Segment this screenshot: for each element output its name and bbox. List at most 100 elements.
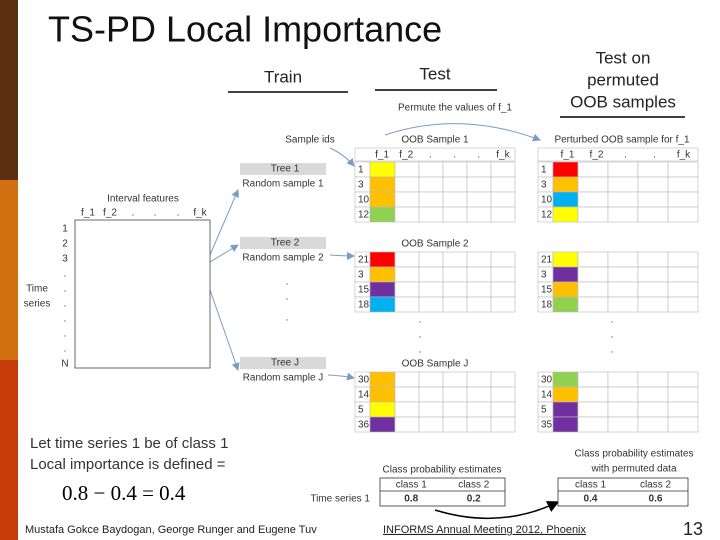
cell: [394, 281, 420, 298]
cell: [442, 371, 468, 388]
sample-id: 30: [541, 375, 553, 386]
cell: [418, 266, 444, 283]
prob-table: [557, 477, 689, 507]
feature-header: f_k: [193, 208, 207, 219]
cell: [607, 161, 639, 178]
tree-box: [240, 237, 326, 249]
cell: [577, 281, 609, 298]
cell: [394, 386, 420, 403]
row-label: .: [64, 314, 67, 325]
body-text: Local importance is defined =: [30, 456, 226, 473]
cell: [418, 161, 444, 178]
cell: [577, 401, 609, 418]
cell: [552, 371, 579, 388]
cell: [369, 161, 396, 178]
cell: [637, 401, 669, 418]
row-label: .: [64, 329, 67, 340]
sample-id: 14: [541, 390, 553, 401]
cell: [466, 176, 492, 193]
cell: [637, 416, 669, 433]
label: Time: [26, 284, 48, 295]
table-header: .: [429, 150, 432, 161]
row-label: .: [64, 299, 67, 310]
footer-venue: INFORMS Annual Meeting 2012, Phoenix: [383, 524, 587, 536]
side-band: [0, 180, 18, 360]
row-label: 1: [62, 224, 68, 235]
cell: [418, 296, 444, 313]
cell: [490, 266, 516, 283]
cell: [369, 386, 396, 403]
cell: [552, 206, 579, 223]
cell: [552, 296, 579, 313]
footer-authors: Mustafa Gokce Baydogan, George Runger an…: [25, 524, 317, 536]
data-matrix: [74, 219, 211, 369]
prob-title: with permuted data: [590, 464, 676, 475]
cell: [394, 371, 420, 388]
table-header: f_2: [590, 150, 604, 161]
table-header: f_2: [399, 150, 413, 161]
cell: [667, 161, 699, 178]
cell: [552, 266, 579, 283]
cell: [466, 296, 492, 313]
tree-label: Tree 1: [271, 164, 300, 175]
cell: [577, 191, 609, 208]
sample-id: 30: [358, 375, 370, 386]
prob-table: [379, 477, 506, 507]
cell: [667, 251, 699, 268]
cell: [418, 416, 444, 433]
cell: [369, 371, 396, 388]
cell: [552, 386, 579, 403]
sample-id: 21: [541, 255, 553, 266]
cell: [369, 281, 396, 298]
cell: [369, 176, 396, 193]
cell: [667, 296, 699, 313]
cell: [552, 251, 579, 268]
cell: [490, 191, 516, 208]
cell: [552, 416, 579, 433]
cell: [394, 401, 420, 418]
row-label: Time series 1: [310, 494, 370, 505]
table-label: Perturbed OOB sample for f_1: [554, 135, 690, 146]
cell: [442, 296, 468, 313]
arrows: [209, 123, 541, 381]
cell: [466, 401, 492, 418]
column-heading: Test: [419, 64, 450, 83]
sample-id: 12: [541, 210, 553, 221]
cell: [394, 206, 420, 223]
page-number: 13: [683, 519, 703, 539]
dots: .: [419, 330, 422, 341]
dots: .: [286, 292, 289, 303]
cell: [369, 416, 396, 433]
cell: [490, 251, 516, 268]
cell: [607, 251, 639, 268]
sample-id: 18: [541, 300, 553, 311]
cell: [607, 206, 639, 223]
sample-label: Random sample 2: [242, 253, 324, 264]
cell: [490, 176, 516, 193]
cell: [442, 281, 468, 298]
feature-header: f_2: [103, 208, 117, 219]
cell: [418, 251, 444, 268]
row-label: 2: [62, 239, 68, 250]
cell: [394, 416, 420, 433]
dots: .: [611, 315, 614, 326]
sample-id: 5: [541, 405, 547, 416]
cell: [577, 176, 609, 193]
cell: [369, 296, 396, 313]
sample-id: 12: [358, 210, 370, 221]
sample-id: 1: [358, 165, 364, 176]
column-heading: Train: [264, 67, 302, 86]
side-band: [0, 0, 18, 180]
cell: [577, 371, 609, 388]
cell: [466, 371, 492, 388]
dots: .: [419, 345, 422, 356]
cell: [490, 206, 516, 223]
cell: [607, 386, 639, 403]
cell: [490, 386, 516, 403]
table-label: OOB Sample 1: [401, 135, 469, 146]
cell: [369, 401, 396, 418]
sample-id: 14: [358, 390, 370, 401]
cell: [369, 191, 396, 208]
dots: .: [611, 345, 614, 356]
